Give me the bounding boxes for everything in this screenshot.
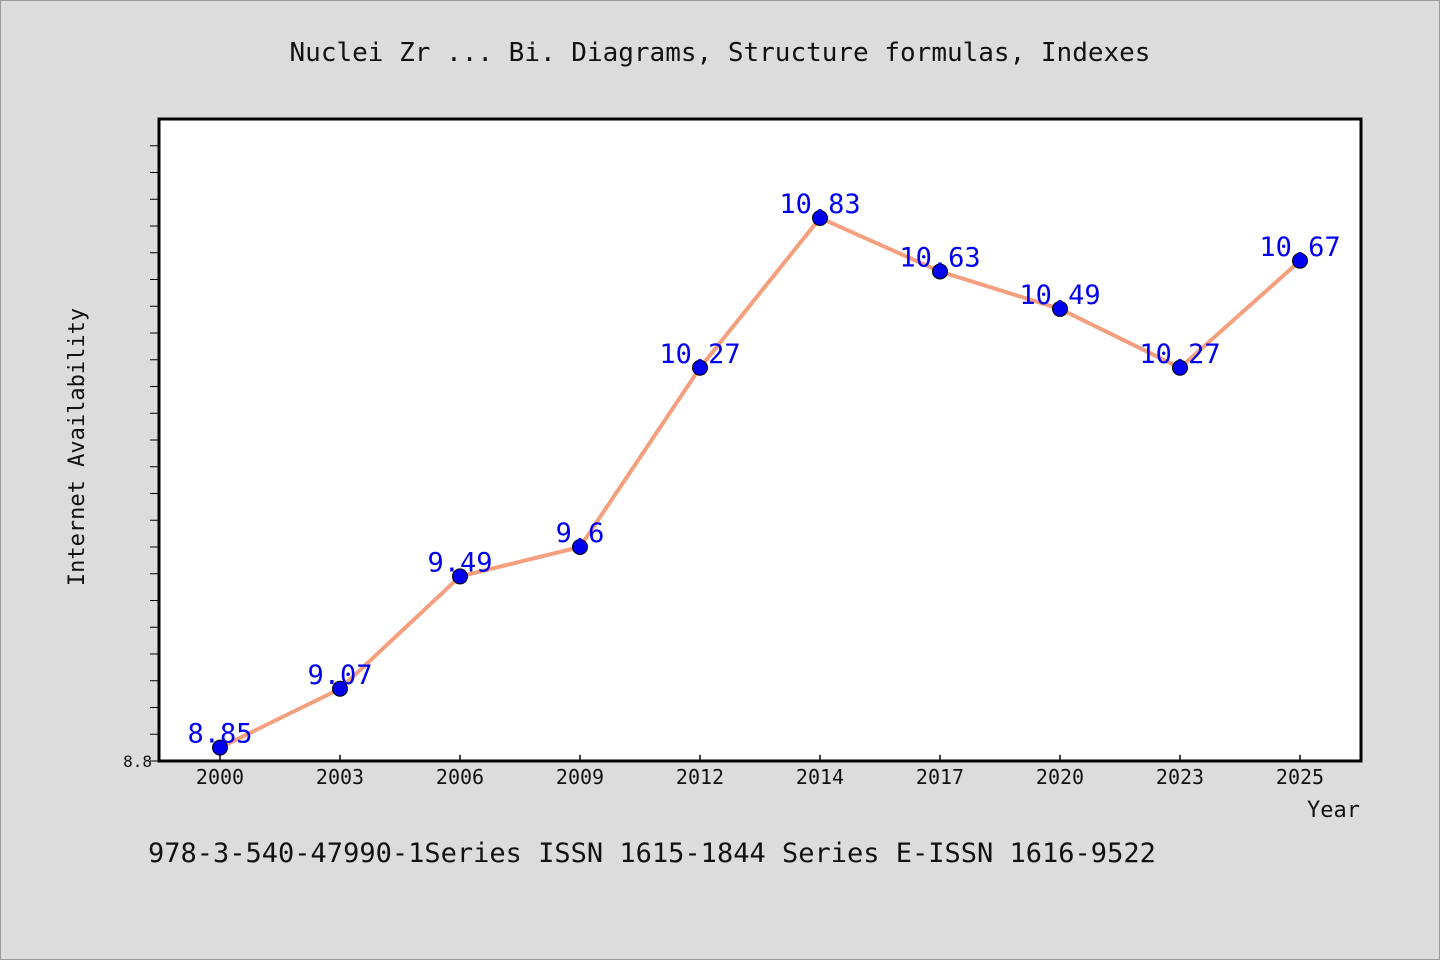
x-tick-label: 2006 <box>436 765 484 789</box>
x-tick-label: 2017 <box>916 765 964 789</box>
x-axis-ticks: 2000 2003 2006 2009 2012 2014 2017 2020 2023 2025 <box>196 755 1324 789</box>
chart-title: Nuclei Zr ... Bi. Diagrams, Structure fo… <box>290 38 1151 68</box>
y-axis-ticks <box>150 145 159 762</box>
x-tick-label: 2009 <box>556 765 604 789</box>
data-point <box>1052 300 1068 317</box>
data-point <box>692 359 708 376</box>
data-label: 10.27 <box>1139 339 1220 370</box>
data-label: 10.67 <box>1259 232 1340 263</box>
data-point <box>1172 359 1188 376</box>
data-label: 10.63 <box>899 242 980 273</box>
x-axis-label: Year <box>1307 798 1360 823</box>
data-point <box>452 568 468 585</box>
data-point <box>932 263 948 280</box>
data-label: 10.49 <box>1019 280 1100 311</box>
data-label: 10.27 <box>659 339 740 370</box>
x-tick-label: 2003 <box>316 765 364 789</box>
data-point <box>332 680 348 697</box>
x-tick-label: 2012 <box>676 765 724 789</box>
x-tick-label: 2025 <box>1276 765 1324 789</box>
data-point <box>212 739 228 756</box>
data-point <box>572 539 588 555</box>
data-label: 9.49 <box>427 547 492 578</box>
y-tick-label: 8.8 <box>123 752 152 771</box>
plot-area <box>157 117 1363 763</box>
footer-text: 978-3-540-47990-1Series ISSN 1615-1844 S… <box>148 838 1156 869</box>
data-point <box>1292 252 1308 269</box>
data-label: 9.6 <box>556 518 605 549</box>
x-tick-label: 2020 <box>1036 765 1084 789</box>
series-group <box>212 209 1308 756</box>
x-tick-label: 2023 <box>1156 765 1204 789</box>
data-label: 9.07 <box>307 660 372 691</box>
x-tick-label: 2000 <box>196 765 244 789</box>
series-line <box>219 215 1302 750</box>
data-point <box>812 209 828 226</box>
y-axis-label: Internet Availability <box>65 308 90 586</box>
data-label: 8.85 <box>187 719 252 750</box>
data-label-group: 8.85 9.07 9.49 9.6 10.27 10.83 10.63 10.49 10.27… <box>187 189 1340 750</box>
x-tick-label: 2014 <box>796 765 844 789</box>
data-label: 10.83 <box>779 189 860 220</box>
